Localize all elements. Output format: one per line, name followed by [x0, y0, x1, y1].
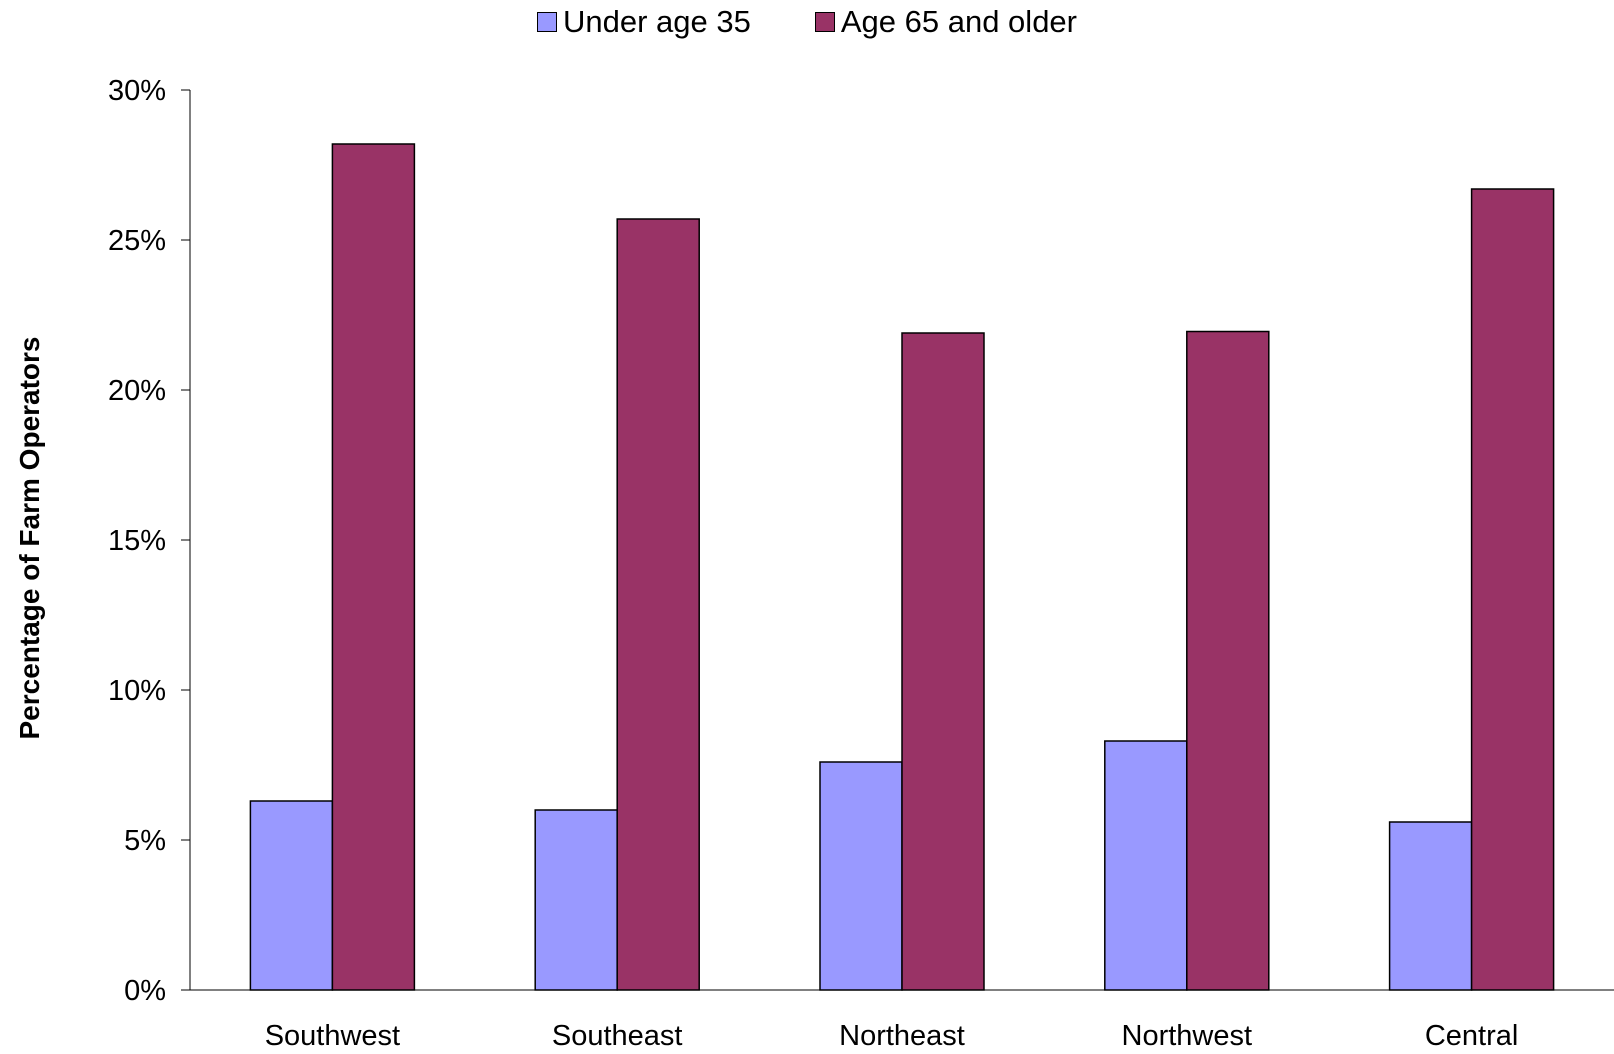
- bar-65-older-southeast: [616, 218, 700, 991]
- x-tick-label: Southeast: [552, 1020, 683, 1052]
- legend-swatch-under-35: [536, 12, 557, 32]
- y-tick-label: 20%: [108, 375, 166, 407]
- legend: Under age 35 Age 65 and older: [0, 4, 1614, 40]
- legend-item-65-older: Age 65 and older: [814, 4, 1077, 40]
- bar-under-35-southeast: [534, 809, 618, 991]
- bar-under-35-southwest: [249, 800, 334, 991]
- legend-label-65-older: Age 65 and older: [840, 4, 1077, 39]
- bar-65-older-northeast: [901, 332, 985, 991]
- bar-under-35-northwest: [1104, 740, 1188, 991]
- y-tick-label: 0%: [124, 975, 166, 1007]
- x-tick-label: Northeast: [839, 1020, 965, 1052]
- legend-label-under-35: Under age 35: [562, 4, 751, 39]
- bar-65-older-southwest: [331, 143, 416, 991]
- y-tick-label: 10%: [108, 675, 166, 707]
- x-tick-label: Southwest: [265, 1020, 400, 1052]
- legend-item-under-35: Under age 35: [536, 4, 751, 40]
- y-tick-label: 25%: [108, 225, 166, 257]
- bar-under-35-northeast: [819, 761, 903, 991]
- x-tick-label: Northwest: [1122, 1020, 1253, 1052]
- bar-under-35-central: [1388, 821, 1473, 991]
- y-tick-label: 5%: [124, 825, 166, 857]
- bar-65-older-northwest: [1186, 330, 1270, 991]
- bar-65-older-central: [1470, 188, 1555, 991]
- y-tick-label: 30%: [108, 75, 166, 107]
- x-tick-label: Central: [1425, 1020, 1519, 1052]
- legend-swatch-65-older: [814, 12, 835, 32]
- y-tick-label: 15%: [108, 525, 166, 557]
